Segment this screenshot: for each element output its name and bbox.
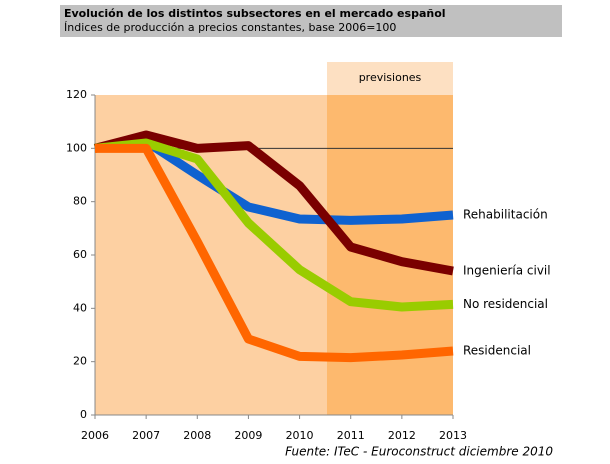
chart-subtitle: Índices de producción a precios constant… [64, 21, 396, 34]
source: Fuente: ITeC - Euroconstruct diciembre 2… [285, 445, 553, 459]
x-tick-label: 2013 [439, 429, 467, 442]
y-tick-label: 60 [73, 248, 87, 261]
y-tick-label: 80 [73, 195, 87, 208]
x-tick-label: 2007 [132, 429, 160, 442]
series-line [94, 138, 454, 312]
chart-title: Evolución de los distintos subsectores e… [64, 7, 446, 20]
forecast-label: previsiones [359, 71, 422, 84]
series-label: Rehabilitación [463, 208, 548, 222]
series-label: Residencial [463, 344, 531, 358]
y-tick-label: 40 [73, 301, 87, 314]
x-tick-label: 2012 [388, 429, 416, 442]
x-tick-label: 2011 [337, 429, 365, 442]
x-tick-label: 2008 [183, 429, 211, 442]
y-tick-label: 100 [66, 141, 87, 154]
series-line [93, 130, 454, 276]
y-tick-label: 120 [66, 88, 87, 101]
x-tick-label: 2006 [81, 429, 109, 442]
x-tick-label: 2010 [286, 429, 314, 442]
series-label: Ingeniería civil [463, 264, 551, 278]
y-tick-label: 0 [80, 408, 87, 421]
title-bar [60, 5, 562, 37]
y-tick-label: 20 [73, 355, 87, 368]
series-line [95, 143, 454, 363]
x-tick-label: 2009 [234, 429, 262, 442]
forecast-header [327, 62, 453, 95]
series-label: No residencial [463, 297, 548, 311]
